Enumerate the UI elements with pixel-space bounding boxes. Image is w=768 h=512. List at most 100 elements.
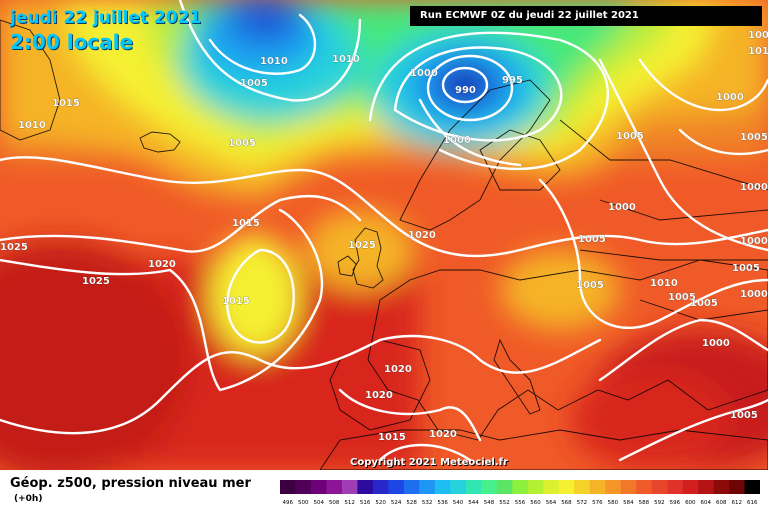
legend-swatch: [403, 480, 420, 494]
legend-label: 536: [437, 500, 448, 506]
weather-map: 1010 1005 1010 1015 1010 1005 1000 990 995 1000 10…: [0, 0, 768, 470]
legend-swatch: [357, 480, 374, 494]
legend-swatch: [372, 480, 389, 494]
legend-swatch: [527, 480, 544, 494]
variable-title: Géop. z500, pression niveau mer: [10, 476, 251, 491]
pressure-label: 995: [502, 75, 523, 86]
legend-swatch: [295, 480, 312, 494]
pressure-label: 1005: [240, 78, 268, 89]
legend-label: 496: [282, 500, 293, 506]
pressure-label: 1020: [429, 429, 457, 440]
legend-label: 596: [670, 500, 681, 506]
pressure-label: 1020: [148, 259, 176, 270]
pressure-label: 1005: [732, 263, 760, 274]
pressure-label: 1000: [740, 236, 768, 247]
legend-swatch: [667, 480, 683, 494]
legend-swatch: [450, 480, 467, 494]
legend-swatch: [280, 480, 296, 494]
legend-label: 612: [732, 500, 743, 506]
pressure-label: 1000: [716, 92, 744, 103]
pressure-label: 1015: [52, 98, 80, 109]
pressure-label: 1015: [232, 218, 260, 229]
legend-swatch: [341, 480, 358, 494]
pressure-label: 1015: [222, 296, 250, 307]
legend-swatch: [310, 480, 327, 494]
pressure-label: 1000: [443, 135, 471, 146]
pressure-label: 1005: [748, 30, 768, 41]
legend-label: 552: [499, 500, 510, 506]
legend-swatch: [419, 480, 436, 494]
pressure-label: 1005: [228, 138, 256, 149]
pressure-label: 1020: [408, 230, 436, 241]
pressure-label: 1020: [384, 364, 412, 375]
legend-label: 548: [484, 500, 495, 506]
legend-swatch: [744, 480, 760, 494]
legend-label: 588: [639, 500, 650, 506]
date-label: jeudi 22 juillet 2021: [10, 8, 202, 28]
legend-swatch: [326, 480, 343, 494]
legend-label: 616: [747, 500, 758, 506]
pressure-label: 1010: [332, 54, 360, 65]
legend-label: 580: [608, 500, 619, 506]
legend-label: 544: [468, 500, 479, 506]
run-info-banner: Run ECMWF 0Z du jeudi 22 juillet 2021: [410, 6, 762, 26]
legend-label: 532: [422, 500, 433, 506]
legend-swatch: [481, 480, 498, 494]
pressure-label: 1025: [82, 276, 110, 287]
pressure-label: 1010: [18, 120, 46, 131]
legend-swatch: [496, 480, 513, 494]
legend-label: 576: [592, 500, 603, 506]
legend-label: 572: [577, 500, 588, 506]
pressure-label: 1025: [0, 242, 28, 253]
time-label: 2:00 locale: [10, 30, 134, 54]
color-legend: 496 500 504 508 512 516 520 524 528 532 536 540 544 5…: [280, 480, 760, 506]
legend-label: 560: [530, 500, 541, 506]
z500-color-field: [0, 0, 768, 470]
pressure-label: 1005: [576, 280, 604, 291]
pressure-label: 1000: [740, 289, 768, 300]
pressure-labels: 1010 1005 1010 1015 1010 1005 1000 990 995 1000 10…: [0, 30, 768, 443]
legend-label: 504: [313, 500, 324, 506]
legend-swatch: [729, 480, 745, 494]
isobars: [0, 0, 768, 462]
legend-label: 516: [360, 500, 371, 506]
legend-label: 584: [623, 500, 634, 506]
pressure-label: 1010: [748, 46, 768, 57]
pressure-label: 1000: [410, 68, 438, 79]
pressure-label: 1010: [260, 56, 288, 67]
pressure-label: 1020: [365, 390, 393, 401]
legend-swatch: [388, 480, 405, 494]
pressure-label: 1015: [378, 432, 406, 443]
coastlines: [0, 19, 768, 470]
pressure-label: 1005: [668, 292, 696, 303]
lead-time: (+0h): [14, 494, 43, 504]
legend-label: 604: [701, 500, 712, 506]
pressure-label: 990: [455, 85, 476, 96]
legend-swatch: [698, 480, 714, 494]
pressure-label: 1005: [730, 410, 758, 421]
pressure-label: 1010: [650, 278, 678, 289]
legend-swatch: [512, 480, 529, 494]
legend-label: 508: [329, 500, 340, 506]
legend-swatch: [589, 480, 606, 494]
legend-label: 512: [344, 500, 355, 506]
pressure-label: 1005: [690, 298, 718, 309]
legend-swatch: [605, 480, 621, 494]
legend-swatch: [620, 480, 637, 494]
legend-label: 528: [406, 500, 417, 506]
legend-swatch: [543, 480, 560, 494]
legend-swatch: [558, 480, 575, 494]
pressure-label: 1000: [702, 338, 730, 349]
copyright-text: Copyright 2021 Meteociel.fr: [350, 457, 508, 468]
pressure-label: 1000: [608, 202, 636, 213]
legend-swatch: [682, 480, 699, 494]
legend-swatch: [434, 480, 451, 494]
pressure-label: 1005: [740, 132, 768, 143]
legend-swatch: [713, 480, 730, 494]
legend-label: 540: [453, 500, 464, 506]
pressure-label: 1025: [348, 240, 376, 251]
pressure-label: 1000: [740, 182, 768, 193]
pressure-label: 1005: [578, 234, 606, 245]
legend-label: 608: [716, 500, 727, 506]
